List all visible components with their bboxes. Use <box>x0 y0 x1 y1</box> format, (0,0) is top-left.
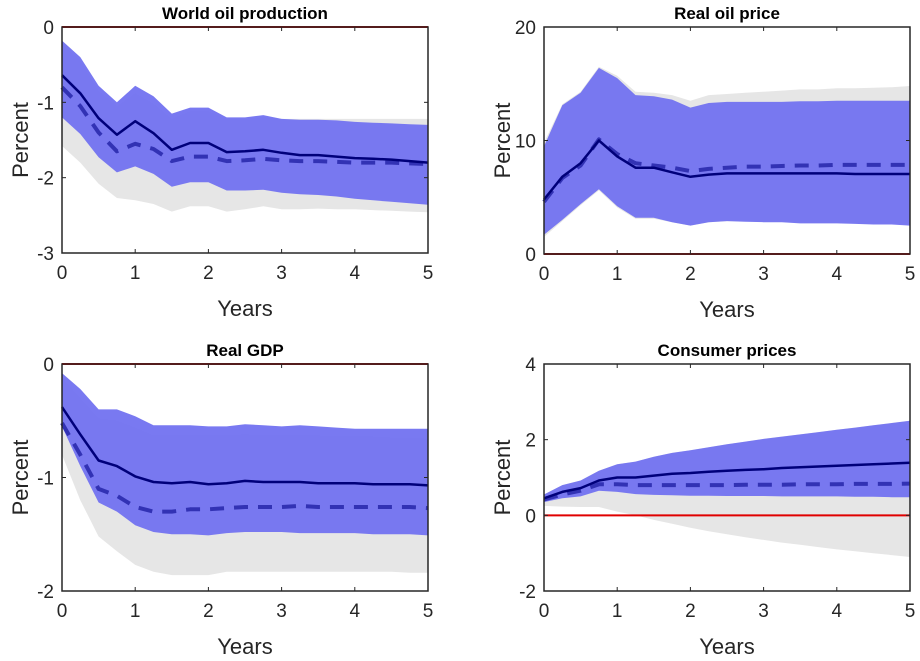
subplot-1: 0 1 2 3 4 5 -3 -2 -1 0 World oil production Years Pe… <box>8 4 433 321</box>
x-tick-label: 5 <box>905 264 916 285</box>
subplot-title: Real GDP <box>206 341 283 360</box>
y-tick-label: 20 <box>515 18 536 39</box>
y-tick-label: -3 <box>37 244 54 265</box>
x-tick-label: 2 <box>685 264 696 285</box>
y-tick-label: 2 <box>525 431 536 452</box>
x-tick-label: 2 <box>203 601 214 622</box>
y-tick-label: 4 <box>525 355 536 376</box>
x-tick-label: 3 <box>276 263 287 284</box>
x-tick-label: 5 <box>423 263 434 284</box>
x-tick-label: 4 <box>350 263 361 284</box>
median-dashed-line <box>60 85 429 167</box>
y-tick-label: 10 <box>515 132 536 153</box>
subplot-3: 0 1 2 3 4 5 -2 -1 0 Real GDP Years Percent <box>8 341 433 659</box>
x-tick-label: 4 <box>832 264 843 285</box>
median-solid-line <box>60 406 429 487</box>
y-axis-label: Percent <box>8 102 33 178</box>
median-dashed-line <box>60 422 429 514</box>
axes-box <box>543 363 911 592</box>
band-blue <box>62 40 428 205</box>
y-axis-label: Percent <box>8 440 33 516</box>
subplot-2: 0 1 2 3 4 5 0 10 20 Real oil price Years Percent <box>490 4 915 322</box>
y-tick-label: -2 <box>519 582 536 603</box>
x-tick-label: 5 <box>423 601 434 622</box>
x-tick-label: 4 <box>832 601 843 622</box>
x-tick-label: 2 <box>685 601 696 622</box>
y-tick-label: 0 <box>525 245 536 266</box>
x-axis-label: Years <box>699 297 754 322</box>
band-blue <box>544 420 910 503</box>
x-axis-label: Years <box>217 634 272 659</box>
x-tick-label: 0 <box>539 601 550 622</box>
y-axis-label: Percent <box>490 103 515 179</box>
y-tick-label: -1 <box>37 469 54 490</box>
x-tick-label: 1 <box>612 264 623 285</box>
subplot-title: World oil production <box>162 4 328 23</box>
y-tick-label: 0 <box>43 18 54 39</box>
x-tick-label: 1 <box>130 601 141 622</box>
x-axis-label: Years <box>699 634 754 659</box>
x-tick-label: 0 <box>57 601 68 622</box>
x-tick-label: 1 <box>130 263 141 284</box>
y-tick-label: -2 <box>37 169 54 190</box>
y-tick-label: 0 <box>43 355 54 376</box>
y-tick-label: -2 <box>37 582 54 603</box>
subplot-title: Consumer prices <box>658 341 797 360</box>
x-tick-label: 0 <box>539 264 550 285</box>
band-blue <box>544 67 910 235</box>
y-tick-label: -1 <box>37 93 54 114</box>
median-solid-line <box>543 139 910 201</box>
x-tick-label: 2 <box>203 263 214 284</box>
y-tick-label: 0 <box>525 506 536 527</box>
x-tick-label: 1 <box>612 601 623 622</box>
median-solid-line <box>61 74 429 164</box>
axes-box <box>61 26 429 254</box>
x-tick-label: 3 <box>758 601 769 622</box>
y-axis-label: Percent <box>490 440 515 516</box>
x-axis-label: Years <box>217 296 272 321</box>
x-tick-label: 3 <box>276 601 287 622</box>
band-blue <box>62 373 428 536</box>
x-tick-label: 3 <box>758 264 769 285</box>
x-tick-label: 5 <box>905 601 916 622</box>
median-dashed-line <box>542 137 910 204</box>
x-tick-label: 0 <box>57 263 68 284</box>
median-solid-line <box>543 461 911 500</box>
subplot-title: Real oil price <box>674 4 780 23</box>
x-tick-label: 4 <box>350 601 361 622</box>
